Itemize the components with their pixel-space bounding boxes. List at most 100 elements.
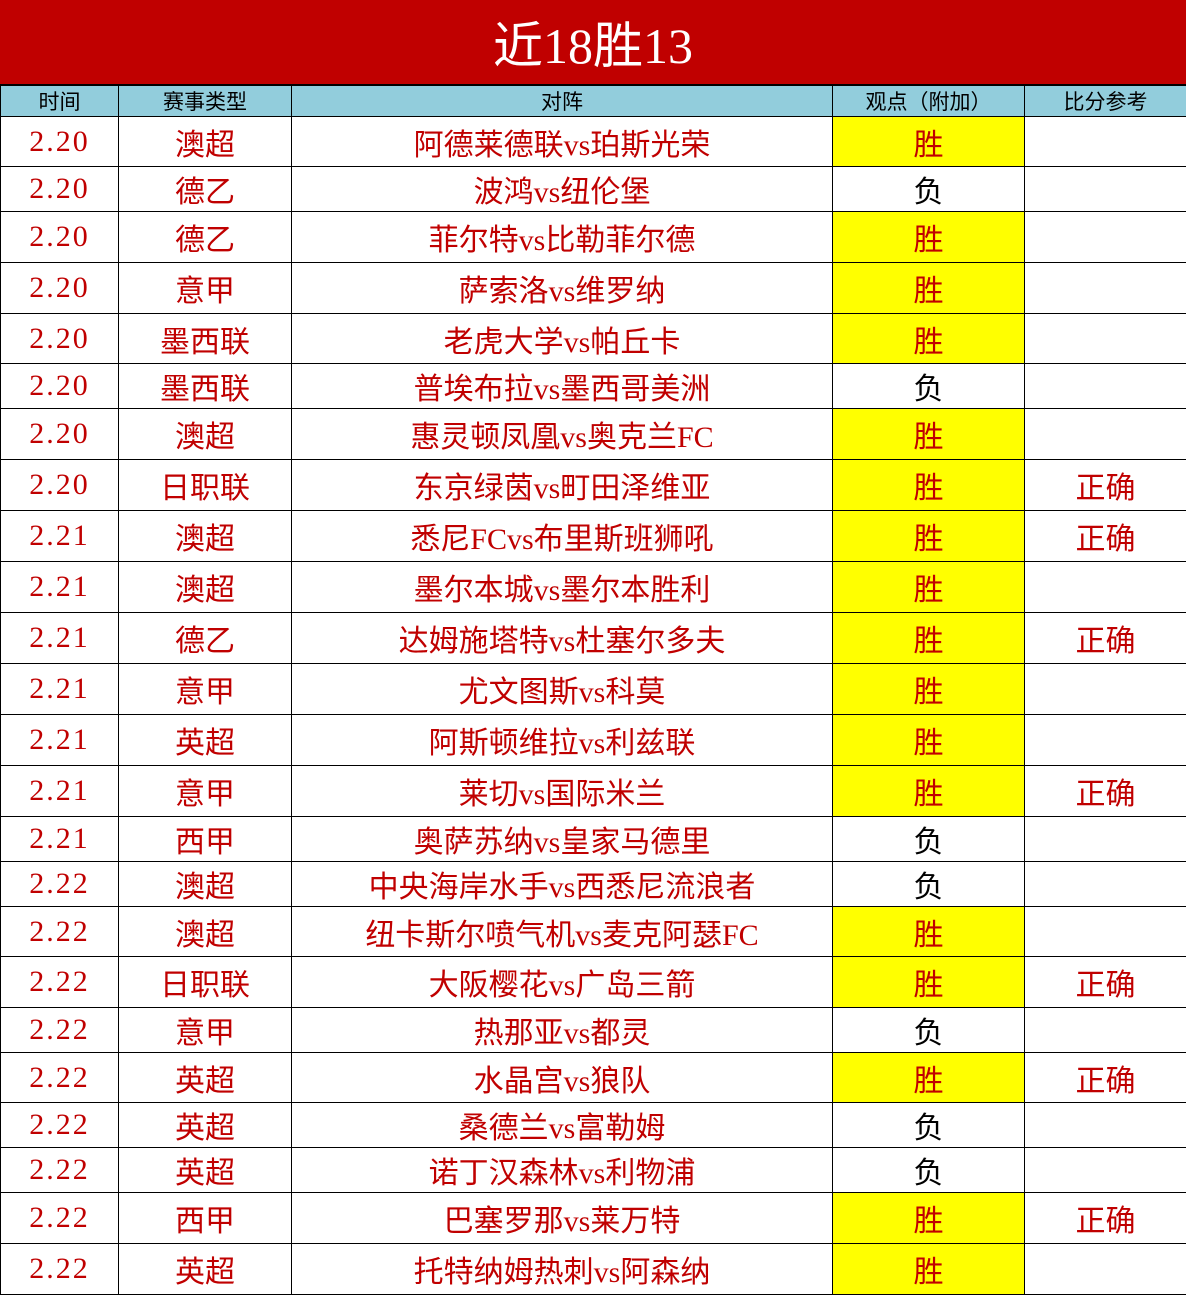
pick-cell: 胜: [833, 1193, 1025, 1244]
date-cell: 2.22: [1, 1244, 119, 1295]
league-cell: 墨西联: [119, 364, 292, 409]
league-cell: 澳超: [119, 511, 292, 562]
match-cell: 阿德莱德联vs珀斯光荣: [292, 117, 833, 167]
match-cell: 阿斯顿维拉vs利兹联: [292, 715, 833, 766]
pick-cell: 胜: [833, 664, 1025, 715]
result-cell: 正确: [1025, 460, 1186, 511]
date-cell: 2.21: [1, 766, 119, 817]
match-cell: 诺丁汉森林vs利物浦: [292, 1148, 833, 1193]
result-cell: [1025, 212, 1186, 263]
date-cell: 2.20: [1, 263, 119, 314]
date-cell: 2.21: [1, 613, 119, 664]
league-cell: 德乙: [119, 613, 292, 664]
result-cell: [1025, 862, 1186, 907]
match-cell: 中央海岸水手vs西悉尼流浪者: [292, 862, 833, 907]
match-cell: 东京绿茵vs町田泽维亚: [292, 460, 833, 511]
date-cell: 2.20: [1, 460, 119, 511]
pick-cell: 负: [833, 862, 1025, 907]
result-cell: 正确: [1025, 613, 1186, 664]
match-cell: 波鸿vs纽伦堡: [292, 167, 833, 212]
match-cell: 菲尔特vs比勒菲尔德: [292, 212, 833, 263]
result-cell: [1025, 562, 1186, 613]
header-date: 时间: [1, 86, 119, 117]
header-result: 比分参考: [1025, 86, 1186, 117]
date-cell: 2.22: [1, 1103, 119, 1148]
header-row: 时间 赛事类型 对阵 观点（附加） 比分参考: [1, 86, 1186, 117]
league-cell: 英超: [119, 1053, 292, 1103]
pick-cell: 胜: [833, 314, 1025, 364]
match-cell: 达姆施塔特vs杜塞尔多夫: [292, 613, 833, 664]
pick-cell: 胜: [833, 212, 1025, 263]
pick-cell: 胜: [833, 117, 1025, 167]
date-cell: 2.22: [1, 862, 119, 907]
date-cell: 2.21: [1, 562, 119, 613]
pick-cell: 负: [833, 1103, 1025, 1148]
result-cell: 正确: [1025, 766, 1186, 817]
result-cell: [1025, 1148, 1186, 1193]
league-cell: 意甲: [119, 1008, 292, 1053]
pick-cell: 胜: [833, 409, 1025, 460]
league-cell: 英超: [119, 1244, 292, 1295]
date-cell: 2.21: [1, 511, 119, 562]
result-cell: [1025, 314, 1186, 364]
pick-cell: 负: [833, 817, 1025, 862]
result-cell: 正确: [1025, 1053, 1186, 1103]
match-cell: 托特纳姆热刺vs阿森纳: [292, 1244, 833, 1295]
match-cell: 老虎大学vs帕丘卡: [292, 314, 833, 364]
date-cell: 2.21: [1, 715, 119, 766]
match-cell: 巴塞罗那vs莱万特: [292, 1193, 833, 1244]
pick-cell: 胜: [833, 766, 1025, 817]
date-cell: 2.20: [1, 314, 119, 364]
pick-cell: 胜: [833, 613, 1025, 664]
league-cell: 意甲: [119, 664, 292, 715]
match-cell: 奥萨苏纳vs皇家马德里: [292, 817, 833, 862]
result-cell: [1025, 117, 1186, 167]
league-cell: 澳超: [119, 409, 292, 460]
pick-cell: 负: [833, 364, 1025, 409]
pick-cell: 胜: [833, 715, 1025, 766]
result-cell: [1025, 167, 1186, 212]
pick-cell: 胜: [833, 460, 1025, 511]
date-cell: 2.22: [1, 1053, 119, 1103]
league-cell: 日职联: [119, 957, 292, 1008]
pick-cell: 胜: [833, 957, 1025, 1008]
result-cell: [1025, 817, 1186, 862]
result-cell: 正确: [1025, 957, 1186, 1008]
date-cell: 2.22: [1, 1008, 119, 1053]
match-cell: 桑德兰vs富勒姆: [292, 1103, 833, 1148]
date-cell: 2.22: [1, 1193, 119, 1244]
league-cell: 意甲: [119, 263, 292, 314]
pick-cell: 负: [833, 1008, 1025, 1053]
match-cell: 莱切vs国际米兰: [292, 766, 833, 817]
league-cell: 澳超: [119, 562, 292, 613]
league-cell: 澳超: [119, 907, 292, 957]
pick-cell: 胜: [833, 1053, 1025, 1103]
date-cell: 2.20: [1, 364, 119, 409]
league-cell: 英超: [119, 715, 292, 766]
result-cell: [1025, 1008, 1186, 1053]
pick-cell: 胜: [833, 263, 1025, 314]
league-cell: 西甲: [119, 817, 292, 862]
pick-cell: 胜: [833, 511, 1025, 562]
date-cell: 2.21: [1, 817, 119, 862]
match-cell: 大阪樱花vs广岛三箭: [292, 957, 833, 1008]
